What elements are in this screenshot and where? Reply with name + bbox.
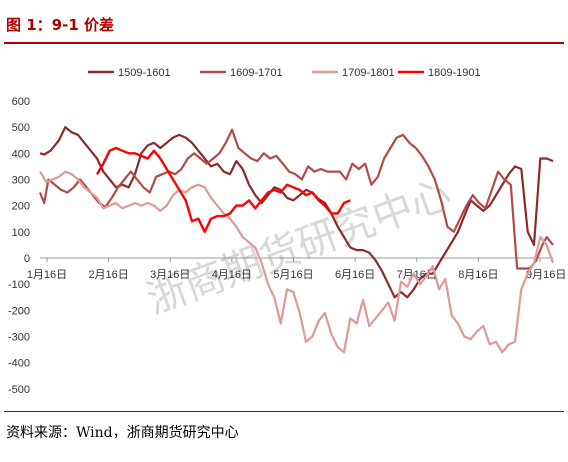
series-line-1609-1701 [38,128,554,270]
x-tick-label: 9月16日 [526,269,566,281]
y-tick-label: -200 [8,305,30,317]
x-tick-label: 5月16日 [273,269,313,281]
x-tick-label: 2月16日 [88,269,128,281]
y-tick-label: 200 [12,201,30,213]
y-tick-label: -500 [8,384,30,396]
series-line-1809-1901 [95,146,351,234]
y-tick-label: -100 [8,279,30,291]
y-tick-label: 400 [12,148,30,160]
source-note: 资料来源：Wind，浙商期货研究中心 [6,425,239,441]
x-axis: 1月16日 2月16日 3月16日 4月16日 5月16日 6月16日 7月16日 8月16日… [27,257,566,281]
series-line-1709-1801 [39,170,555,354]
legend-label: 1709-1801 [342,67,395,79]
y-tick-label: 300 [12,174,30,186]
y-axis: 600 500 400 300 200 100 0 -100 -200 -300 -400 -500 [8,96,30,396]
title-rule [4,42,564,44]
chart-title: 图 1：9-1 价差 [6,16,114,34]
legend-label: 1809-1901 [428,67,481,79]
x-tick-label: 6月16日 [335,269,375,281]
x-tick-label: 1月16日 [27,269,67,281]
y-tick-label: -400 [8,358,30,370]
footer-rule [4,411,564,412]
x-tick-label: 3月16日 [150,269,190,281]
y-tick-label: 600 [12,96,30,108]
y-tick-label: -300 [8,332,30,344]
series-group [38,125,555,354]
chart-legend: 1509-1601 1609-1701 1709-1801 1809-1901 [88,67,481,79]
line-chart: 浙商期货研究中心 1509-1601 1609-1701 1709-1801 1809… [8,67,566,396]
x-tick-label: 8月16日 [458,269,498,281]
series-line-1509-1601 [39,125,554,299]
x-tick-label: 7月16日 [397,269,437,281]
legend-label: 1609-1701 [230,67,283,79]
y-tick-label: 500 [12,122,30,134]
y-tick-label: 100 [12,227,30,239]
x-tick-label: 4月16日 [212,269,252,281]
legend-label: 1509-1601 [118,67,171,79]
y-tick-label: 0 [24,253,30,265]
watermark-text: 浙商期货研究中心 [141,171,457,324]
